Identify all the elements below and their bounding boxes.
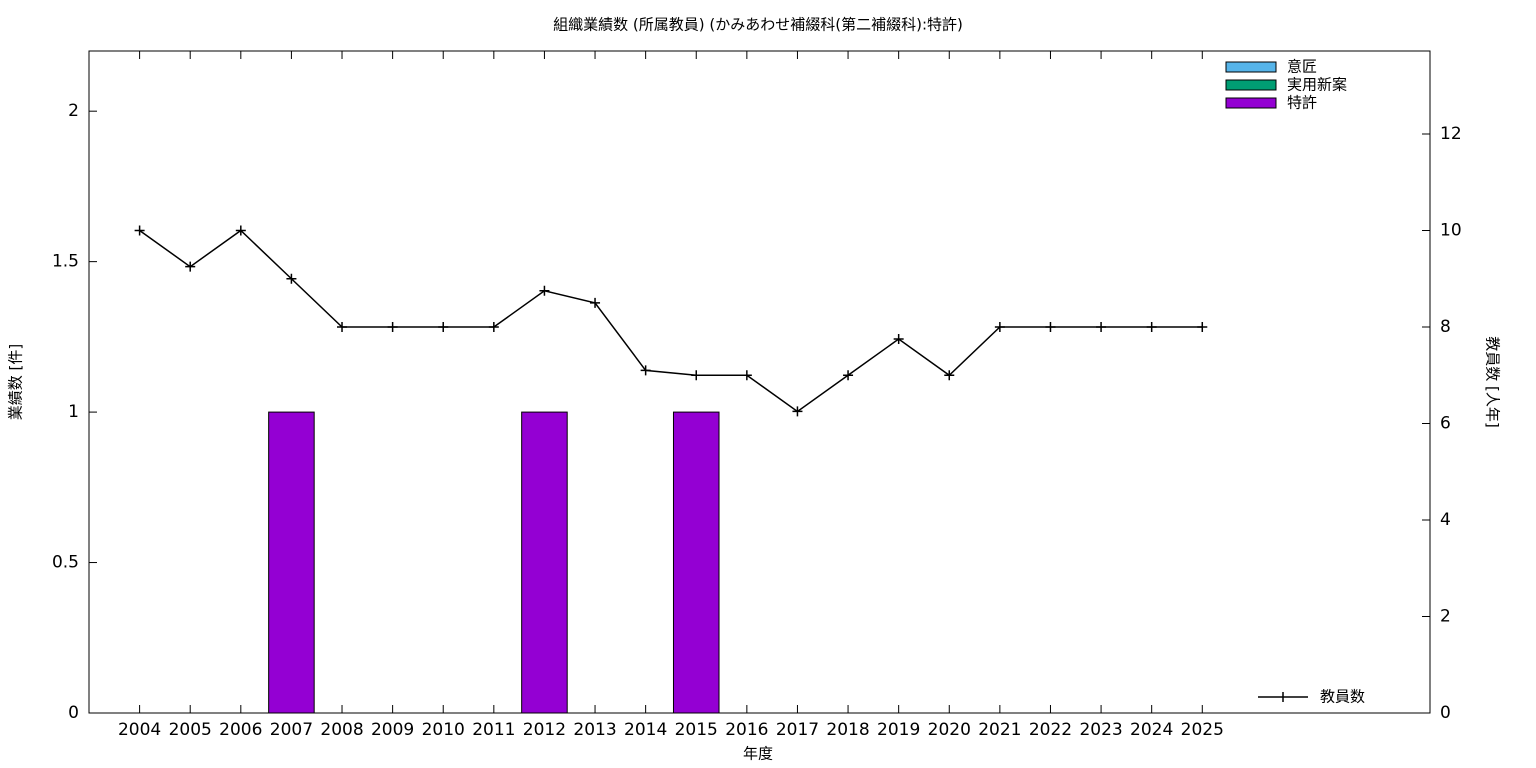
plot-border xyxy=(88,50,1431,714)
x-tick-label: 2011 xyxy=(472,720,515,740)
y2-axis-label: 教員数 [人年] xyxy=(1484,336,1502,427)
y2-tick-label: 0 xyxy=(1440,703,1451,723)
x-tick-label: 2008 xyxy=(320,720,363,740)
x-tick-label: 2006 xyxy=(219,720,262,740)
x-tick-label: 2018 xyxy=(826,720,869,740)
y2-tick-label: 10 xyxy=(1440,220,1462,240)
bar xyxy=(268,411,315,714)
y-tick-label: 1 xyxy=(68,402,79,422)
point-marker xyxy=(590,297,601,308)
x-tick-label: 2013 xyxy=(573,720,616,740)
point-marker xyxy=(387,321,398,332)
legend-swatch xyxy=(1225,61,1277,73)
x-tick-label: 2019 xyxy=(877,720,920,740)
x-tick-label: 2009 xyxy=(371,720,414,740)
point-marker xyxy=(944,370,955,381)
y-tick-label: 1.5 xyxy=(52,252,79,272)
point-marker xyxy=(792,406,803,417)
x-tick-label: 2007 xyxy=(270,720,313,740)
legend-label: 特許 xyxy=(1287,94,1317,112)
point-marker xyxy=(843,370,854,381)
point-marker xyxy=(185,261,196,272)
bar xyxy=(521,411,568,714)
point-marker xyxy=(1045,321,1056,332)
y-tick-label: 0 xyxy=(68,703,79,723)
y2-tick-label: 2 xyxy=(1440,606,1451,626)
point-marker xyxy=(235,225,246,236)
x-tick-label: 2017 xyxy=(776,720,819,740)
y-axis-label: 業績数 [件] xyxy=(7,344,25,420)
point-marker xyxy=(1096,321,1107,332)
y2-tick-label: 12 xyxy=(1440,124,1462,144)
point-marker xyxy=(134,225,145,236)
x-tick-label: 2010 xyxy=(422,720,465,740)
x-tick-label: 2020 xyxy=(928,720,971,740)
point-marker xyxy=(691,370,702,381)
x-tick-label: 2024 xyxy=(1130,720,1173,740)
legend-label: 意匠 xyxy=(1287,58,1317,76)
bar xyxy=(672,411,720,714)
y-tick-label: 0.5 xyxy=(52,553,79,573)
point-marker xyxy=(539,285,550,296)
x-tick-label: 2005 xyxy=(169,720,212,740)
y2-tick-label: 4 xyxy=(1440,510,1451,530)
point-marker xyxy=(741,370,752,381)
chart-title: 組織業績数 (所属教員) (かみあわせ補綴科(第二補綴科):特許) xyxy=(553,16,963,34)
x-tick-label: 2016 xyxy=(725,720,768,740)
x-tick-label: 2022 xyxy=(1029,720,1072,740)
point-marker xyxy=(893,334,904,345)
x-tick-label: 2021 xyxy=(978,720,1021,740)
point-marker xyxy=(1146,321,1157,332)
x-tick-label: 2015 xyxy=(675,720,718,740)
point-marker xyxy=(1197,321,1208,332)
point-marker xyxy=(488,321,499,332)
y2-tick-label: 6 xyxy=(1440,413,1451,433)
x-tick-label: 2014 xyxy=(624,720,667,740)
legend-label: 教員数 xyxy=(1320,688,1365,706)
point-marker xyxy=(337,321,348,332)
line xyxy=(139,229,1203,413)
point-marker xyxy=(994,321,1005,332)
x-tick-label: 2012 xyxy=(523,720,566,740)
x-tick-label: 2023 xyxy=(1079,720,1122,740)
y2-tick-label: 8 xyxy=(1440,317,1451,337)
y-tick-label: 2 xyxy=(68,101,79,121)
x-axis-label: 年度 xyxy=(743,745,773,763)
x-tick-label: 2004 xyxy=(118,720,161,740)
legend-label: 実用新案 xyxy=(1287,76,1347,94)
point-marker xyxy=(438,321,449,332)
point-marker xyxy=(286,273,297,284)
legend-swatch xyxy=(1225,79,1277,91)
legend-line xyxy=(1258,692,1308,702)
legend-swatch xyxy=(1225,97,1277,109)
point-marker xyxy=(640,365,651,376)
x-tick-label: 2025 xyxy=(1181,720,1224,740)
